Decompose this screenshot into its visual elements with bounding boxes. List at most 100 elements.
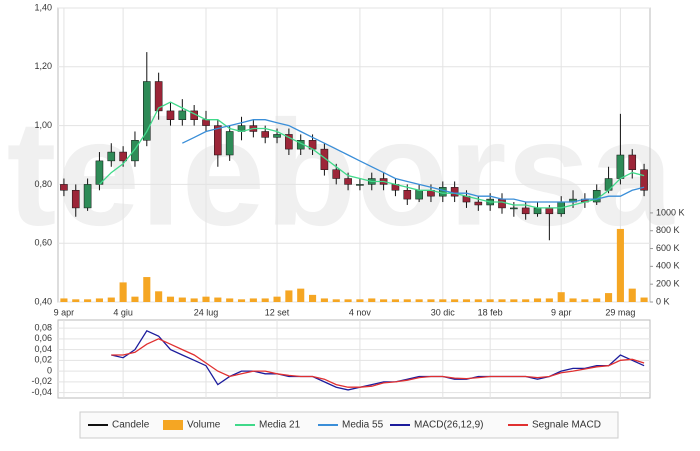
x-tick-label: 29 mag — [605, 307, 635, 317]
y2-tick-label: 400 K — [656, 261, 680, 271]
y-tick-label: 1,40 — [34, 2, 52, 12]
legend-label: Media 21 — [259, 420, 301, 431]
volume-bar — [285, 290, 293, 302]
candle-body — [320, 148, 329, 170]
candle-body — [510, 207, 518, 210]
y2-tick-label: 200 K — [656, 279, 680, 289]
line-series — [98, 101, 645, 209]
candle-body — [332, 169, 341, 179]
candle-body — [60, 184, 68, 191]
volume-bar — [593, 298, 601, 302]
volume-bar — [415, 299, 423, 302]
volume-bar — [237, 299, 246, 302]
y-tick-label: 0 — [47, 365, 52, 375]
volume-bar — [616, 228, 624, 302]
y-tick-label: 0,60 — [34, 238, 52, 248]
volume-bar — [72, 299, 80, 302]
y-tick-label: 1,20 — [34, 61, 52, 71]
candle-body — [285, 134, 293, 150]
volume-bar — [451, 299, 459, 302]
candle-body — [214, 125, 222, 156]
y-tick-label: 0,80 — [34, 179, 52, 189]
line-series — [111, 329, 645, 391]
candle-body — [415, 190, 423, 200]
candle-body — [344, 178, 352, 185]
volume-bar — [155, 291, 163, 302]
volume-bar — [510, 299, 518, 302]
volume-bar — [368, 298, 376, 302]
legend-swatch — [163, 420, 183, 430]
x-tick-label: 12 set — [265, 307, 290, 317]
volume-bar — [202, 296, 210, 302]
x-tick-label: 9 apr — [551, 307, 572, 317]
candle-body — [83, 184, 92, 209]
volume-bar — [640, 297, 648, 302]
candle-body — [640, 169, 648, 191]
candle-body — [202, 119, 210, 126]
volume-bar — [190, 298, 198, 302]
candle-body — [166, 110, 175, 120]
candle-body — [261, 131, 270, 138]
volume-bar — [545, 298, 553, 302]
legend-label: Segnale MACD — [532, 420, 601, 431]
volume-bar — [605, 293, 613, 302]
candle-body — [142, 81, 151, 141]
volume-bar — [380, 299, 388, 302]
y-tick-label: 0,40 — [34, 296, 52, 306]
candle-body — [438, 187, 447, 197]
volume-bar — [119, 282, 127, 302]
legend-label: MACD(26,12,9) — [414, 420, 483, 431]
volume-bar — [581, 299, 589, 302]
candle-body — [403, 190, 412, 200]
volume-bar — [628, 288, 636, 302]
y-tick-label: 0,08 — [34, 322, 52, 332]
y2-tick-label: 800 K — [656, 225, 680, 235]
volume-bar — [439, 299, 447, 302]
volume-bar — [309, 294, 317, 302]
candle-body — [616, 154, 625, 179]
x-tick-label: 9 apr — [54, 307, 75, 317]
legend-label: Candele — [112, 420, 150, 431]
candle-body — [131, 140, 139, 162]
y2-tick-label: 0 K — [656, 296, 670, 306]
volume-bar — [522, 299, 530, 302]
volume-bar — [403, 299, 411, 302]
volume-bar — [297, 288, 305, 302]
x-tick-label: 4 nov — [349, 307, 372, 317]
volume-bar — [84, 299, 92, 302]
volume-bar — [391, 299, 399, 302]
x-tick-label: 24 lug — [194, 307, 219, 317]
legend-label: Media 55 — [342, 420, 384, 431]
volume-bar — [261, 298, 269, 302]
volume-bar — [320, 298, 328, 302]
candle-body — [450, 187, 459, 197]
candle-body — [356, 184, 364, 186]
macd-panel — [57, 319, 651, 399]
volume-bar — [178, 297, 186, 302]
volume-bar — [533, 298, 542, 302]
candle-body — [119, 151, 127, 162]
volume-bar — [344, 299, 352, 302]
volume-bar — [107, 297, 115, 302]
volume-bar — [131, 296, 139, 302]
volume-bar — [214, 297, 222, 302]
y-tick-label: 0,02 — [34, 355, 52, 365]
legend-label: Volume — [187, 420, 221, 431]
candle-body — [178, 110, 187, 120]
volume-bar — [486, 299, 494, 302]
volume-bar — [273, 296, 281, 302]
line-series — [182, 119, 645, 203]
y2-tick-label: 600 K — [656, 243, 680, 253]
y-tick-label: -0,04 — [31, 387, 52, 397]
volume-bar — [498, 299, 506, 302]
volume-bar — [166, 296, 175, 302]
y-tick-label: 1,00 — [34, 120, 52, 130]
volume-bar — [557, 292, 565, 302]
volume-bar — [427, 299, 435, 302]
candle-body — [628, 154, 637, 170]
y2-tick-label: 1000 K — [656, 207, 685, 217]
volume-bar — [332, 299, 340, 302]
volume-bar — [356, 299, 364, 302]
x-tick-label: 4 giu — [113, 307, 133, 317]
